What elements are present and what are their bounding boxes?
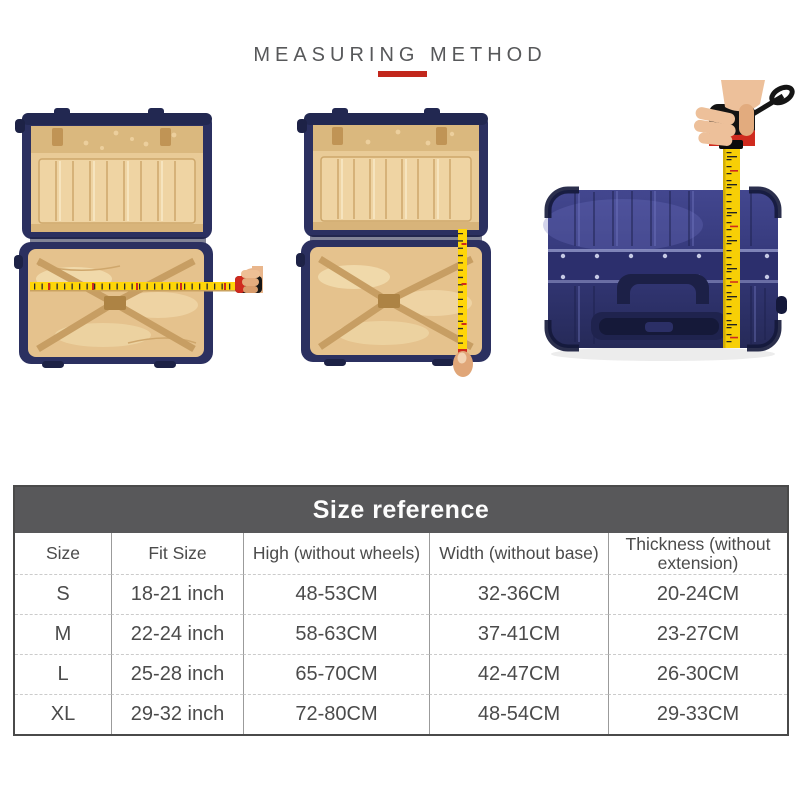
thumb-holding-tape-end <box>453 351 473 377</box>
table-cell: 72-80CM <box>243 694 429 734</box>
floor-shadow <box>551 347 775 361</box>
closed-suitcase-measuring-thickness-photo <box>533 80 795 370</box>
hand-holding-tape-measure <box>693 80 765 146</box>
table-cell: 48-53CM <box>243 574 429 614</box>
closed-suitcase-body <box>543 186 787 352</box>
open-suitcase-measuring-width-photo <box>8 103 263 375</box>
suitcase-bottom-shell <box>14 242 213 368</box>
open-suitcase-measuring-height-photo <box>288 103 503 378</box>
table-cell: 37-41CM <box>429 614 608 654</box>
table-cell: 42-47CM <box>429 654 608 694</box>
yellow-tape-horizontal <box>30 282 242 292</box>
table-cell: 23-27CM <box>608 614 787 654</box>
table-cell: L <box>15 654 111 694</box>
size-table-title: Size reference <box>15 487 787 533</box>
title-accent-bar <box>378 71 427 77</box>
hinge-shadow <box>310 235 482 242</box>
column-header: Size <box>45 543 81 564</box>
table-cell: 29-32 inch <box>111 694 243 734</box>
suitcase-lid <box>297 108 488 237</box>
table-cell: 29-33CM <box>608 694 787 734</box>
table-cell: 48-54CM <box>429 694 608 734</box>
table-cell: 20-24CM <box>608 574 787 614</box>
table-cell: XL <box>15 694 111 734</box>
column-header: Thickness (without extension) <box>608 533 787 574</box>
suitcase-lid <box>15 108 212 239</box>
table-cell: 26-30CM <box>608 654 787 694</box>
yellow-tape-vertical <box>723 146 740 348</box>
table-cell: S <box>15 574 111 614</box>
hand-holding-tape-measure <box>235 266 263 293</box>
column-header: Fit Size <box>111 533 243 574</box>
column-header: Width (without base) <box>429 533 608 574</box>
column-header: High (without wheels) <box>243 533 429 574</box>
table-cell: 25-28 inch <box>111 654 243 694</box>
hinge-shadow <box>30 237 206 244</box>
table-cell: M <box>15 614 111 654</box>
table-cell: 58-63CM <box>243 614 429 654</box>
yellow-tape-vertical <box>458 229 467 355</box>
side-handle <box>617 274 709 304</box>
table-cell: 22-24 inch <box>111 614 243 654</box>
size-reference-table: Size reference Size Fit Size High (without… <box>13 485 789 736</box>
table-cell: 32-36CM <box>429 574 608 614</box>
suitcase-bottom-shell <box>296 240 491 366</box>
table-cell: 65-70CM <box>243 654 429 694</box>
table-cell: 18-21 inch <box>111 574 243 614</box>
page-title: MEASURING METHOD <box>253 44 547 66</box>
